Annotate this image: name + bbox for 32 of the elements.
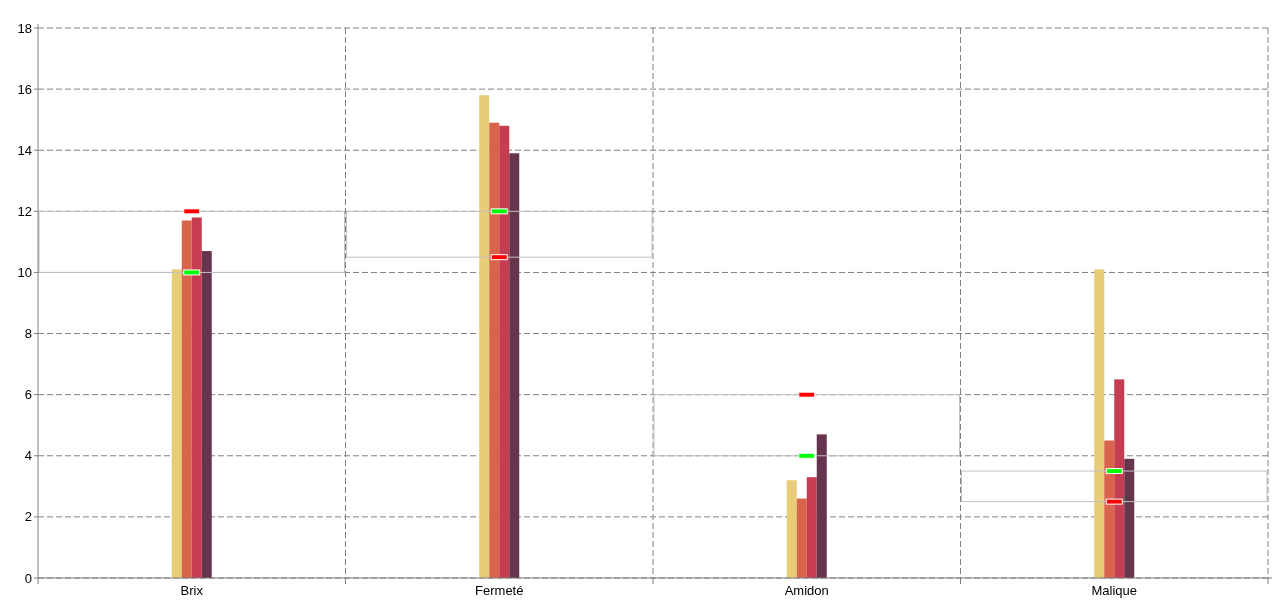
bar [181, 220, 192, 578]
bar [816, 434, 827, 578]
y-tick-label: 6 [24, 387, 32, 403]
y-tick-label: 0 [24, 570, 32, 586]
bar [489, 122, 500, 578]
bar [1124, 458, 1135, 578]
bar [479, 95, 490, 578]
bar [653, 394, 960, 457]
x-tick-label: Malique [1091, 583, 1138, 598]
bar [1104, 440, 1115, 578]
y-tick-label: 2 [24, 509, 32, 525]
bar [1114, 379, 1125, 578]
x-tick-label: Fermeté [475, 583, 524, 598]
bar [806, 477, 817, 578]
bar [509, 153, 520, 578]
y-tick-label: 8 [24, 326, 32, 342]
bar [201, 251, 212, 578]
x-tick-label: Brix [180, 583, 204, 598]
bar [499, 125, 510, 578]
bar [961, 470, 1268, 503]
y-tick-label: 18 [17, 20, 32, 36]
y-tick-label: 16 [17, 81, 32, 97]
y-tick-label: 12 [17, 203, 32, 219]
x-tick-label: Amidon [784, 583, 829, 598]
y-tick-label: 10 [17, 264, 32, 280]
bar [786, 480, 797, 578]
bar [191, 217, 202, 578]
y-tick-label: 14 [17, 142, 32, 158]
bar [796, 498, 807, 578]
bar [171, 269, 182, 578]
y-tick-label: 4 [24, 448, 32, 464]
bar [1094, 269, 1105, 578]
